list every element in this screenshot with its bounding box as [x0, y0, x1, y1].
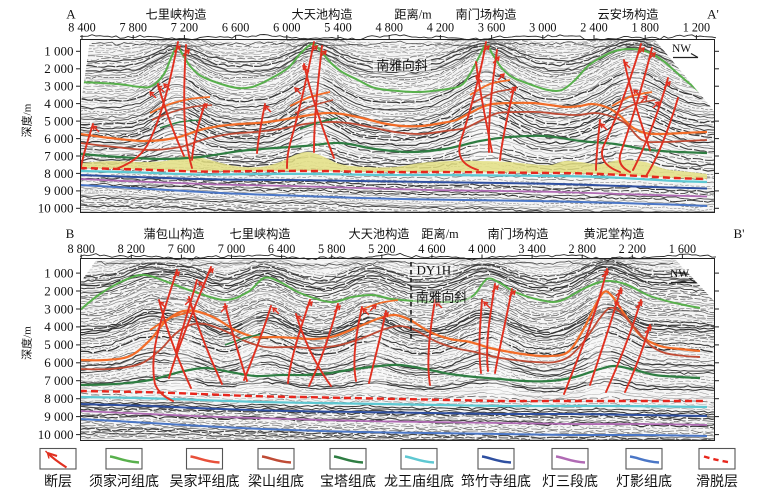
svg-text:6 600: 6 600	[222, 21, 249, 35]
svg-text:灯影组底: 灯影组底	[616, 474, 672, 490]
svg-text:南雅向斜: 南雅向斜	[376, 58, 427, 73]
svg-text:滑脱层: 滑脱层	[696, 473, 738, 490]
svg-text:梁山组底: 梁山组底	[248, 474, 304, 490]
svg-text:云安场构造: 云安场构造	[598, 7, 659, 22]
svg-text:4 000: 4 000	[44, 319, 73, 334]
svg-text:B: B	[66, 226, 75, 241]
svg-text:3 000: 3 000	[529, 21, 556, 35]
svg-text:9 000: 9 000	[44, 409, 73, 424]
svg-text:大天池构造: 大天池构造	[349, 226, 410, 241]
svg-text:大天池构造: 大天池构造	[292, 7, 353, 22]
svg-text:8 000: 8 000	[44, 166, 73, 181]
svg-text:吴家坪组底: 吴家坪组底	[170, 473, 240, 490]
svg-text:2 400: 2 400	[580, 21, 607, 35]
svg-text:8 200: 8 200	[118, 242, 145, 256]
svg-text:8 800: 8 800	[67, 242, 94, 256]
svg-text:1 600: 1 600	[669, 242, 696, 256]
svg-text:南雅向斜: 南雅向斜	[416, 290, 467, 305]
svg-text:2 800: 2 800	[568, 242, 595, 256]
svg-text:B': B'	[733, 226, 744, 241]
svg-text:深度/m: 深度/m	[20, 326, 34, 360]
svg-text:4 800: 4 800	[375, 21, 402, 35]
svg-text:7 000: 7 000	[44, 373, 73, 388]
svg-text:七里峡构造: 七里峡构造	[230, 226, 291, 241]
svg-text:NW: NW	[672, 43, 691, 55]
svg-text:3 600: 3 600	[478, 21, 505, 35]
svg-text:NW: NW	[670, 268, 689, 280]
svg-text:南门场构造: 南门场构造	[488, 226, 549, 241]
svg-text:7 200: 7 200	[171, 21, 198, 35]
svg-text:7 000: 7 000	[218, 242, 245, 256]
svg-text:5 200: 5 200	[368, 242, 395, 256]
svg-text:黄泥堂构造: 黄泥堂构造	[584, 226, 645, 241]
svg-text:断层: 断层	[44, 474, 72, 490]
svg-text:8 000: 8 000	[44, 391, 73, 406]
svg-text:A': A'	[707, 7, 719, 22]
svg-text:宝塔组底: 宝塔组底	[320, 474, 376, 490]
svg-text:6 400: 6 400	[268, 242, 295, 256]
svg-text:距离/m: 距离/m	[394, 7, 432, 22]
svg-text:距离/m: 距离/m	[421, 226, 459, 241]
svg-text:灯三段底: 灯三段底	[542, 474, 598, 490]
svg-text:龙王庙组底: 龙王庙组底	[384, 474, 454, 490]
svg-text:4 000: 4 000	[468, 242, 495, 256]
svg-text:3 000: 3 000	[44, 79, 73, 94]
svg-text:须家河组底: 须家河组底	[89, 473, 159, 490]
svg-text:5 400: 5 400	[324, 21, 351, 35]
svg-text:南门场构造: 南门场构造	[456, 7, 517, 22]
svg-text:5 800: 5 800	[318, 242, 345, 256]
svg-text:4 200: 4 200	[427, 21, 454, 35]
svg-text:10 000: 10 000	[38, 427, 74, 442]
svg-text:9 000: 9 000	[44, 183, 73, 198]
svg-text:深度/m: 深度/m	[20, 103, 34, 137]
svg-text:1 000: 1 000	[44, 44, 73, 59]
svg-text:8 400: 8 400	[68, 21, 95, 35]
svg-text:七里峡构造: 七里峡构造	[146, 7, 207, 22]
svg-text:蒲包山构造: 蒲包山构造	[144, 226, 205, 241]
svg-text:DY1H: DY1H	[417, 263, 452, 278]
svg-text:4 600: 4 600	[418, 242, 445, 256]
svg-text:7 000: 7 000	[44, 148, 73, 163]
svg-text:1 200: 1 200	[683, 21, 710, 35]
svg-text:1 800: 1 800	[631, 21, 658, 35]
svg-text:6 000: 6 000	[44, 355, 73, 370]
svg-text:2 200: 2 200	[619, 242, 646, 256]
svg-text:筇竹寺组底: 筇竹寺组底	[461, 474, 531, 490]
svg-text:5 000: 5 000	[44, 113, 73, 128]
svg-text:2 000: 2 000	[44, 61, 73, 76]
svg-text:5 000: 5 000	[44, 337, 73, 352]
svg-text:3 000: 3 000	[44, 301, 73, 316]
svg-text:6 000: 6 000	[44, 131, 73, 146]
svg-text:3 400: 3 400	[518, 242, 545, 256]
svg-text:10 000: 10 000	[38, 201, 74, 216]
svg-text:1 000: 1 000	[44, 265, 73, 280]
svg-text:4 000: 4 000	[44, 96, 73, 111]
svg-text:6 000: 6 000	[273, 21, 300, 35]
svg-text:2 000: 2 000	[44, 283, 73, 298]
svg-text:A: A	[66, 7, 76, 22]
svg-text:7 800: 7 800	[119, 21, 146, 35]
svg-text:7 600: 7 600	[168, 242, 195, 256]
